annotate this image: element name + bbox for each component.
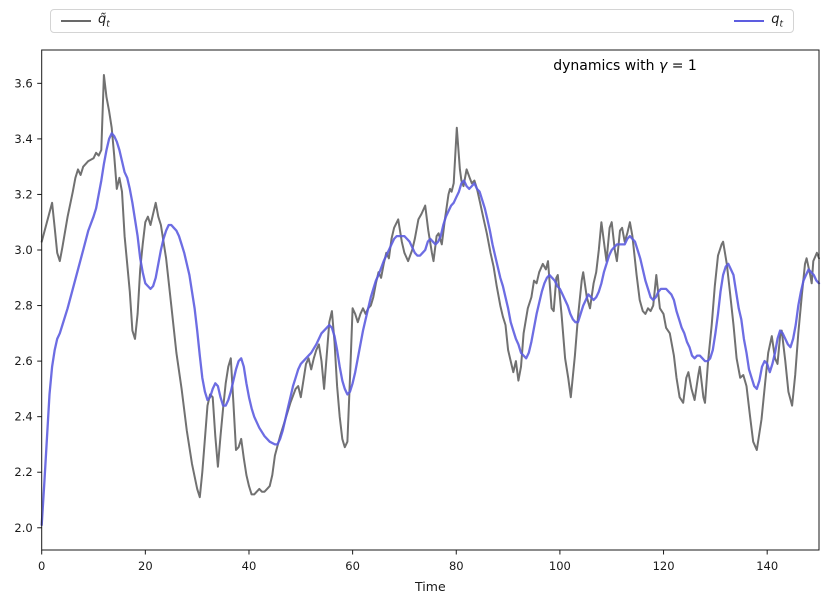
legend-label-qtilde-base: q̃ bbox=[98, 11, 107, 27]
annotation-suffix: = 1 bbox=[667, 58, 697, 74]
x-tick-label: 100 bbox=[549, 559, 571, 573]
x-tick-label: 0 bbox=[38, 559, 45, 573]
y-tick-label: 2.6 bbox=[14, 354, 32, 368]
x-tick-label: 140 bbox=[756, 559, 778, 573]
y-tick-label: 3.6 bbox=[14, 76, 32, 90]
plot-spines bbox=[41, 49, 820, 551]
x-axis-label: Time bbox=[414, 579, 446, 594]
y-tick-label: 3.0 bbox=[14, 243, 32, 257]
x-tick-label: 120 bbox=[653, 559, 675, 573]
legend: q̃t qt bbox=[50, 9, 794, 33]
legend-label-q-sub: t bbox=[779, 19, 783, 30]
y-tick-label: 3.4 bbox=[14, 132, 32, 146]
series-line-qtilde bbox=[40, 74, 820, 499]
plot-annotation: dynamics with γ = 1 bbox=[505, 58, 745, 74]
legend-label-qtilde: q̃t bbox=[98, 13, 110, 30]
y-tick-label: 2.4 bbox=[14, 410, 32, 424]
legend-label-qtilde-sub: t bbox=[106, 19, 110, 30]
legend-item-q: qt bbox=[734, 13, 783, 30]
q-line-swatch bbox=[734, 20, 765, 22]
annotation-prefix: dynamics with bbox=[553, 58, 659, 74]
legend-item-qtilde: q̃t bbox=[61, 13, 110, 30]
qtilde-line-swatch bbox=[61, 20, 91, 22]
x-tick-label: 60 bbox=[345, 559, 360, 573]
y-tick-label: 2.2 bbox=[14, 465, 32, 479]
y-tick-label: 2.8 bbox=[14, 299, 32, 313]
legend-label-q: qt bbox=[771, 13, 783, 30]
y-tick-label: 2.0 bbox=[14, 521, 32, 535]
y-tick-label: 3.2 bbox=[14, 187, 32, 201]
series-line-q bbox=[40, 132, 821, 527]
annotation-gamma: γ bbox=[658, 58, 668, 74]
legend-label-q-base: q bbox=[771, 11, 780, 27]
x-tick-label: 40 bbox=[242, 559, 257, 573]
x-tick-label: 80 bbox=[449, 559, 464, 573]
x-tick-label: 20 bbox=[138, 559, 153, 573]
